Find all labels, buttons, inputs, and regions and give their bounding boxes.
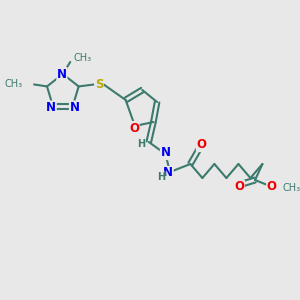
Text: O: O (267, 179, 277, 193)
Text: H: H (137, 139, 146, 149)
Text: O: O (234, 181, 244, 194)
Text: CH₃: CH₃ (283, 183, 300, 193)
Text: N: N (57, 68, 67, 80)
Text: O: O (196, 139, 206, 152)
Text: O: O (129, 122, 139, 134)
Text: S: S (95, 78, 103, 91)
Text: CH₃: CH₃ (74, 53, 92, 63)
Text: N: N (160, 146, 170, 160)
Text: N: N (70, 101, 80, 114)
Text: H: H (157, 172, 165, 182)
Text: CH₃: CH₃ (5, 80, 23, 89)
Text: N: N (46, 101, 56, 114)
Text: N: N (163, 167, 173, 179)
